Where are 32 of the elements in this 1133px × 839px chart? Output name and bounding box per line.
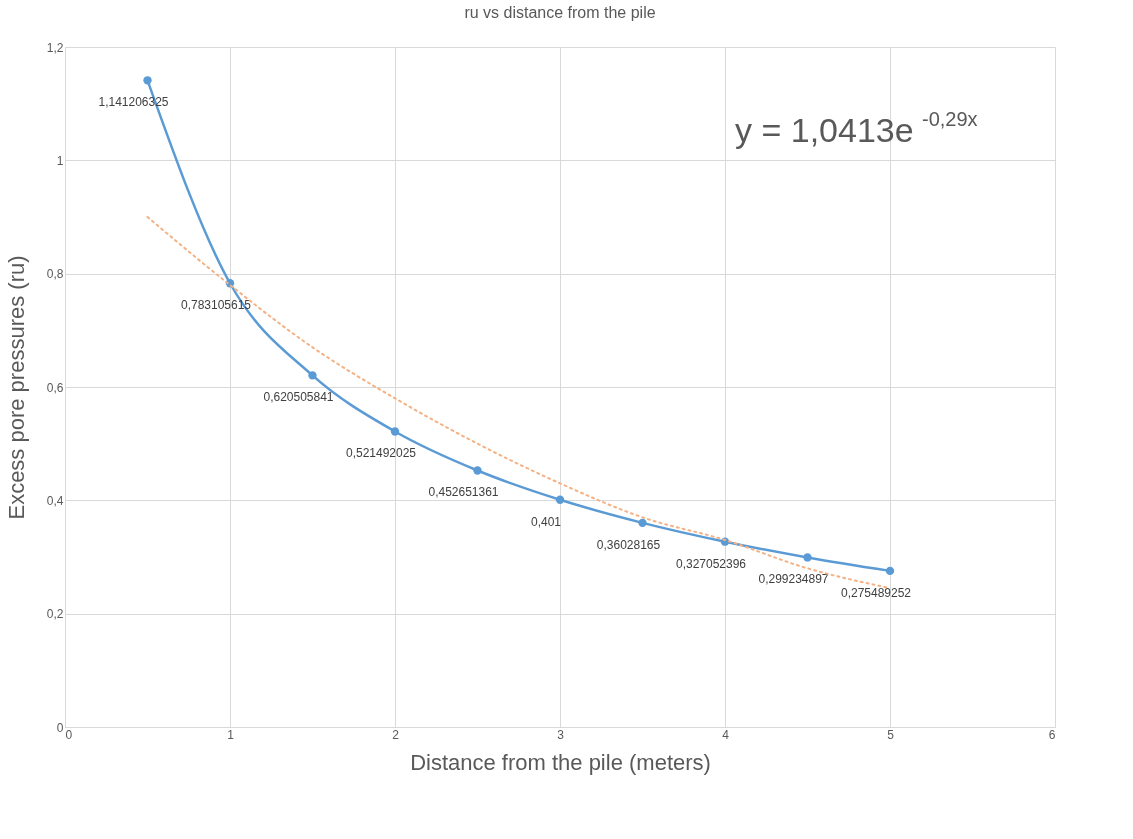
x-tick-label: 5 bbox=[887, 727, 895, 742]
point bbox=[390, 427, 400, 436]
data-label: 0,452651361 bbox=[428, 485, 499, 500]
data-label: 0,401 bbox=[530, 514, 562, 529]
x-tick-label: 6 bbox=[1048, 727, 1056, 742]
y-tick-label: 1 bbox=[56, 153, 64, 168]
data-label: 0,620505841 bbox=[263, 390, 334, 405]
point bbox=[143, 76, 152, 85]
point bbox=[308, 371, 317, 380]
y-tick-label: 0,2 bbox=[46, 607, 64, 622]
y-tick-label: 1,2 bbox=[46, 40, 64, 55]
data-label: 0,275489252 bbox=[840, 585, 912, 600]
x-tick-label: 2 bbox=[392, 727, 400, 742]
chart-title: ru vs distance from the pile bbox=[464, 4, 656, 21]
data-label: 0,36028165 bbox=[596, 537, 661, 552]
x-axis-title: Distance from the pile (meters) bbox=[410, 749, 711, 775]
y-tick-label: 0,8 bbox=[46, 267, 64, 282]
y-tick-label: 0,6 bbox=[46, 380, 64, 395]
x-tick-label: 1 bbox=[227, 727, 235, 742]
point bbox=[638, 518, 647, 528]
data-label: 0,521492025 bbox=[345, 446, 417, 461]
point bbox=[885, 566, 895, 576]
data-label: 0,327052396 bbox=[675, 556, 747, 571]
point bbox=[803, 553, 812, 562]
data-label: 0,299234897 bbox=[758, 572, 829, 587]
point bbox=[473, 466, 482, 475]
annotation: y = 1,0413e-0,29x bbox=[735, 108, 978, 149]
x-tick-label: 4 bbox=[722, 727, 730, 742]
y-tick-label: 0,4 bbox=[46, 493, 64, 508]
y-axis-title: Excess pore pressures (ru) bbox=[3, 255, 29, 520]
point bbox=[555, 495, 565, 504]
x-tick-label: 3 bbox=[557, 727, 565, 742]
